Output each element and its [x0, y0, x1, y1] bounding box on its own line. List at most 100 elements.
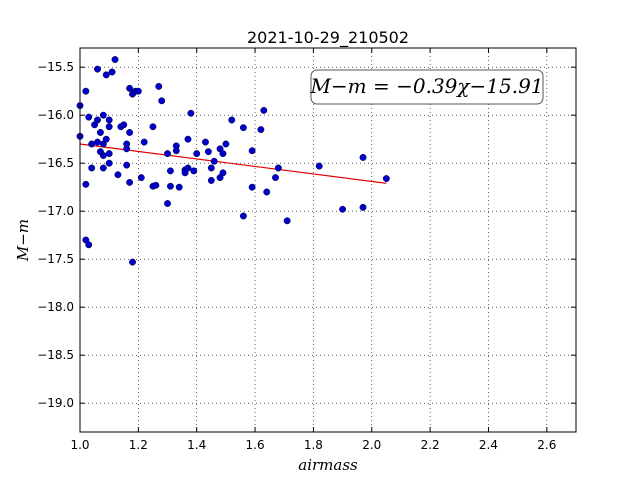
data-point [114, 171, 122, 179]
data-point [88, 140, 96, 148]
data-point [99, 152, 107, 159]
data-point [202, 138, 209, 146]
data-point [111, 56, 119, 63]
y-axis-label: M−m [14, 219, 32, 262]
data-point [222, 140, 230, 148]
y-tick-label: −17.5 [37, 252, 74, 266]
x-tick-label: 1.2 [129, 438, 148, 452]
data-point [126, 178, 134, 186]
data-point [204, 148, 212, 156]
y-tick-label: −17.0 [37, 204, 74, 218]
x-tick-label: 2.4 [479, 438, 498, 452]
data-point [105, 150, 113, 158]
x-axis-label: airmass [298, 456, 358, 474]
x-tick-label: 2.0 [362, 438, 381, 452]
data-point [88, 164, 96, 172]
data-point [166, 182, 174, 190]
data-point [99, 164, 107, 172]
data-point [257, 126, 265, 134]
data-point [158, 97, 166, 105]
data-point [274, 164, 282, 172]
data-point [248, 183, 256, 191]
data-point [82, 87, 90, 95]
data-point [120, 121, 128, 129]
y-tick-label: −18.5 [37, 348, 74, 362]
data-point [155, 82, 163, 90]
data-point [164, 150, 171, 158]
data-point [102, 135, 110, 143]
data-point [94, 138, 101, 146]
data-point [207, 177, 215, 184]
annotation-box [310, 69, 544, 105]
data-point [164, 200, 171, 207]
chart-title: 2021-10-29_210502 [247, 28, 409, 48]
data-point [184, 164, 192, 172]
y-tick-label: −18.0 [37, 300, 74, 314]
grid [79, 48, 576, 432]
x-tick-label: 2.6 [537, 438, 556, 452]
data-point [260, 106, 268, 114]
x-tick-label: 1.4 [187, 438, 206, 452]
data-point [315, 162, 323, 170]
axis-ticks: 1.0 1.2 1.4 1.6 1.8 2.0 2.2 2.4 2.6 −15.5 −16.0 −16… [37, 48, 576, 452]
data-point [152, 181, 160, 189]
fit-line [79, 143, 387, 184]
data-point [140, 138, 148, 146]
data-point [239, 212, 247, 220]
data-point [263, 188, 271, 196]
data-point [359, 203, 367, 211]
data-point [228, 116, 236, 124]
x-tick-label: 1.6 [246, 438, 265, 452]
data-point [193, 150, 201, 158]
data-point [207, 164, 215, 172]
data-point [85, 113, 93, 121]
y-tick-label: −16.0 [37, 108, 74, 122]
data-point [126, 84, 134, 92]
data-point [239, 124, 247, 132]
fit-line-group [79, 143, 387, 184]
data-point [126, 129, 134, 136]
data-point [99, 111, 107, 119]
data-point [108, 68, 116, 76]
data-point [172, 147, 180, 155]
data-point [102, 71, 110, 79]
data-point [94, 116, 101, 124]
data-point [82, 180, 90, 188]
x-tick-label: 1.8 [304, 438, 323, 452]
data-point [105, 159, 113, 167]
data-point [382, 175, 390, 183]
data-point [184, 135, 192, 143]
data-point [210, 157, 218, 165]
data-point [105, 123, 113, 131]
data-point [129, 258, 136, 266]
data-point [359, 153, 367, 161]
data-point [190, 167, 198, 175]
fit-annotation: M−m = −0.39χ−15.91 [309, 69, 544, 105]
data-point [339, 205, 347, 213]
y-tick-label: −15.5 [37, 60, 74, 74]
y-tick-label: −19.0 [37, 396, 74, 410]
y-tick-label: −16.5 [37, 156, 74, 170]
fit-equation: M−m = −0.39χ−15.91 [309, 74, 543, 98]
data-point [96, 129, 104, 136]
data-point [137, 174, 145, 182]
data-point [219, 169, 227, 177]
data-point [123, 145, 131, 153]
data-point [166, 167, 174, 175]
x-tick-label: 1.0 [70, 438, 89, 452]
data-point [94, 65, 101, 73]
data-point [283, 217, 291, 225]
data-point [175, 183, 183, 191]
data-points [76, 56, 390, 266]
data-point [105, 116, 113, 124]
data-point [187, 109, 195, 117]
data-point [272, 174, 279, 182]
plot-frame [79, 47, 577, 433]
data-point [123, 161, 131, 169]
data-point [134, 87, 142, 95]
data-point [149, 123, 157, 131]
data-point [219, 150, 227, 158]
data-point [85, 241, 93, 249]
x-tick-label: 2.2 [421, 438, 440, 452]
